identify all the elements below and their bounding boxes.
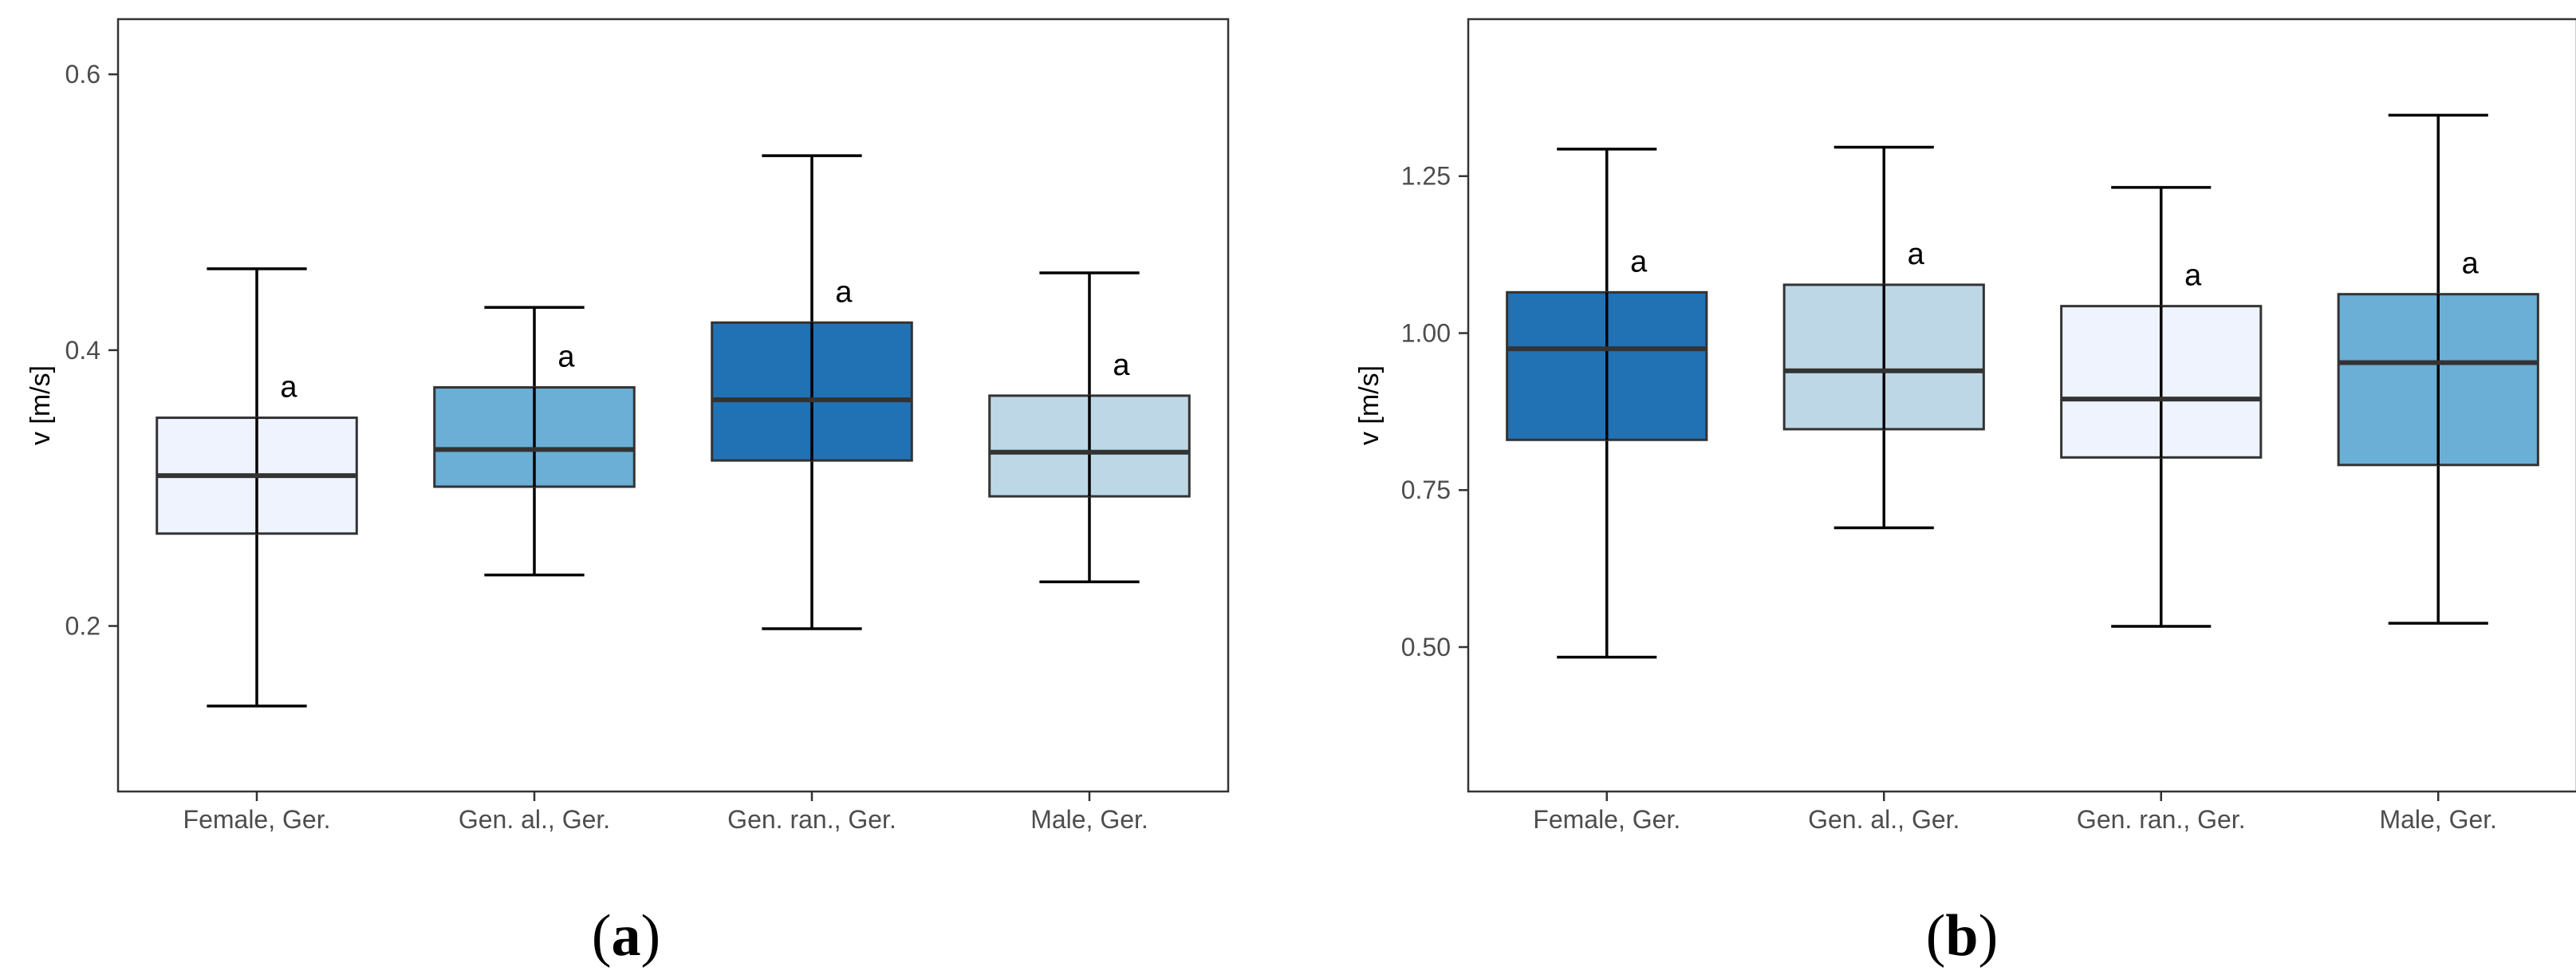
sig-label-a-0: a [280, 371, 297, 405]
x-tick-label-a-0: Female, Ger. [183, 805, 331, 834]
panel-label-a: (a) [592, 903, 660, 969]
x-tick-label-a-3: Male, Ger. [1030, 805, 1148, 834]
x-tick-label-b-1: Gen. al., Ger. [1808, 805, 1960, 834]
sig-label-a-3: a [1113, 349, 1130, 382]
panel-letter-a: a [612, 903, 641, 969]
y-tick-label-a-2: 0.6 [65, 60, 100, 89]
sig-label-a-2: a [835, 275, 853, 309]
sig-label-b-0: a [1630, 245, 1648, 278]
panel-letter-b: b [1945, 903, 1978, 969]
sig-label-b-2: a [2184, 259, 2202, 293]
x-tick-label-b-3: Male, Ger. [2379, 805, 2497, 834]
x-tick-label-b-2: Gen. ran., Ger. [2077, 805, 2246, 834]
x-tick-label-a-1: Gen. al., Ger. [459, 805, 610, 834]
chart-panel-b: 0.50 0.75 1.00 1.25 Female, Ger. a Gen. al., G… [1354, 18, 2576, 969]
y-tick-label-b-0: 0.50 [1401, 633, 1451, 661]
sig-label-a-1: a [557, 341, 575, 374]
sig-label-b-3: a [2462, 247, 2479, 281]
y-axis-title-b: v [m/s] [1354, 365, 1385, 445]
x-tick-label-b-0: Female, Ger. [1533, 805, 1680, 834]
y-tick-label-a-1: 0.4 [65, 336, 100, 365]
y-tick-label-a-0: 0.2 [65, 612, 100, 641]
x-tick-label-a-2: Gen. ran., Ger. [727, 805, 896, 834]
y-axis-title-a: v [m/s] [26, 365, 56, 445]
y-tick-label-b-3: 1.25 [1401, 162, 1451, 191]
panel-label-b: (b) [1926, 903, 1998, 969]
chart-panel-a: 0.2 0.4 0.6 Female, Ger. a Gen. al., Ger. a Gen… [26, 18, 1230, 969]
marks-b: 0.50 0.75 1.00 1.25 Female, Ger. a Gen. al., G… [1401, 113, 2539, 834]
marks-a: 0.2 0.4 0.6 Female, Ger. a Gen. al., Ger. a Gen… [65, 60, 1191, 834]
y-tick-label-b-1: 0.75 [1401, 476, 1451, 504]
y-tick-label-b-2: 1.00 [1401, 318, 1451, 347]
sig-label-b-1: a [1908, 238, 1925, 271]
